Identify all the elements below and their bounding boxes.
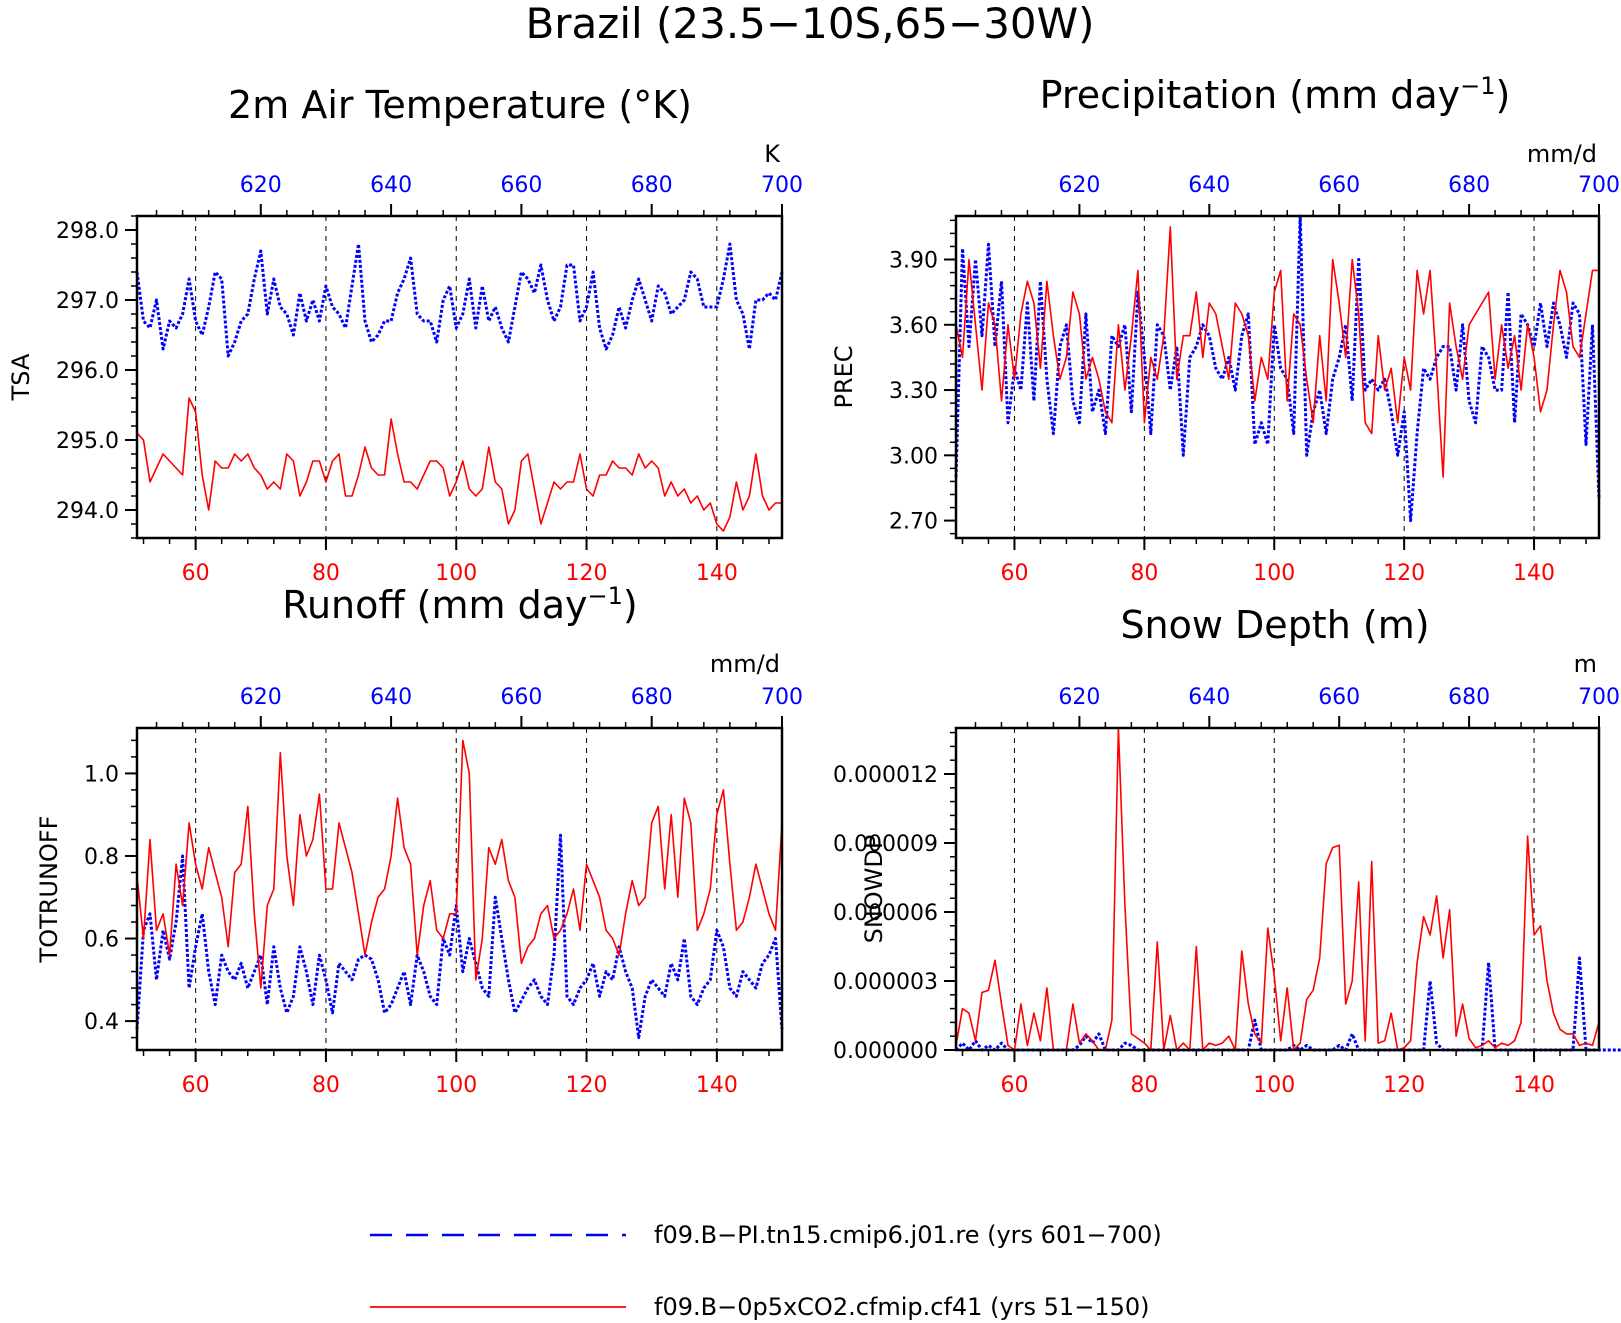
y-tick-label: 3.30 <box>889 379 938 404</box>
unit-label: m <box>1574 650 1597 678</box>
plot-frame <box>135 214 784 540</box>
y-tick-label: 2.70 <box>889 510 938 535</box>
x-tick-label-top: 700 <box>1578 173 1620 198</box>
y-tick-label: 0.000006 <box>833 901 938 926</box>
series-line-red <box>136 397 782 532</box>
series-line-red <box>136 739 783 989</box>
x-tick-label-bottom: 60 <box>182 561 210 586</box>
y-tick-label: 0.6 <box>84 928 119 953</box>
legend-label-blue: f09.B−PI.tn15.cmip6.j01.re (yrs 601−700) <box>654 1221 1162 1249</box>
x-tick-label-bottom: 100 <box>435 1073 477 1098</box>
x-tick-label-top: 620 <box>240 173 282 198</box>
x-tick-label-bottom: 80 <box>1130 561 1158 586</box>
x-tick-label-top: 680 <box>1448 173 1490 198</box>
x-tick-label-top: 700 <box>761 685 803 710</box>
x-tick-label-top: 660 <box>500 685 542 710</box>
x-tick-label-bottom: 80 <box>312 561 340 586</box>
y-tick-label: 295.0 <box>56 429 119 454</box>
plot-frame <box>954 726 1601 1052</box>
legend-label-red: f09.B−0p5xCO2.cfmip.cf41 (yrs 51−150) <box>654 1293 1149 1321</box>
x-tick-label-bottom: 80 <box>312 1073 340 1098</box>
x-tick-label-top: 660 <box>1318 173 1360 198</box>
x-tick-label-top: 660 <box>1318 685 1360 710</box>
y-axis-label: SNOWDP <box>860 835 888 944</box>
plot-frame <box>954 214 1601 540</box>
series-line-blue <box>135 242 784 358</box>
x-tick-label-bottom: 60 <box>1000 561 1028 586</box>
x-tick-label-top: 680 <box>631 685 673 710</box>
y-axis-label: PREC <box>830 345 858 408</box>
panel-title: Runoff (mm day−1) <box>282 582 637 627</box>
y-tick-label: 294.0 <box>56 499 119 524</box>
x-tick-label-bottom: 100 <box>1253 561 1295 586</box>
panel-precipitation: Precipitation (mm day−1) mm/d PREC 2.70 3.00… <box>830 72 1620 586</box>
y-tick-label: 298.0 <box>56 219 119 244</box>
y-tick-label: 0.000000 <box>833 1039 938 1064</box>
y-tick-label: 3.90 <box>889 249 938 274</box>
x-tick-label-top: 620 <box>1058 685 1100 710</box>
x-tick-label-bottom: 100 <box>435 561 477 586</box>
y-tick-label: 0.8 <box>84 845 119 870</box>
x-tick-label-top: 640 <box>1188 685 1230 710</box>
x-tick-label-bottom: 120 <box>1383 561 1425 586</box>
panel-title: Precipitation (mm day−1) <box>1040 72 1511 117</box>
unit-label: K <box>764 140 781 168</box>
series-line-blue <box>954 214 1601 523</box>
x-tick-label-bottom: 60 <box>182 1073 210 1098</box>
series-line-red <box>955 226 1599 478</box>
series-line-blue <box>135 833 784 1040</box>
x-tick-label-bottom: 140 <box>1513 1073 1555 1098</box>
x-tick-label-bottom: 140 <box>1513 561 1555 586</box>
x-tick-label-bottom: 100 <box>1253 1073 1295 1098</box>
x-tick-label-top: 700 <box>761 173 803 198</box>
panel-temperature: 2m Air Temperature (°K) K TSA 294.0 295.0 296… <box>7 83 803 586</box>
y-tick-label: 3.00 <box>889 444 938 469</box>
x-tick-label-top: 640 <box>370 685 412 710</box>
x-tick-label-bottom: 140 <box>696 561 738 586</box>
x-tick-label-top: 680 <box>631 173 673 198</box>
y-tick-label: 1.0 <box>84 762 119 787</box>
x-tick-label-bottom: 140 <box>696 1073 738 1098</box>
unit-label: mm/d <box>1527 140 1597 168</box>
x-tick-label-top: 680 <box>1448 685 1490 710</box>
x-tick-label-top: 700 <box>1578 685 1620 710</box>
y-axis-label: TSA <box>7 353 35 401</box>
x-tick-label-top: 640 <box>370 173 412 198</box>
y-tick-label: 296.0 <box>56 359 119 384</box>
x-tick-label-bottom: 80 <box>1130 1073 1158 1098</box>
x-tick-label-top: 640 <box>1188 173 1230 198</box>
x-tick-label-top: 620 <box>240 685 282 710</box>
unit-label: mm/d <box>710 650 780 678</box>
x-tick-label-bottom: 120 <box>1383 1073 1425 1098</box>
y-tick-label: 0.000009 <box>833 832 938 857</box>
x-tick-label-top: 620 <box>1058 173 1100 198</box>
series-line-red <box>955 727 1600 1051</box>
main-title: Brazil (23.5−10S,65−30W) <box>525 0 1094 48</box>
x-tick-label-top: 660 <box>500 173 542 198</box>
y-tick-label: 297.0 <box>56 289 119 314</box>
y-tick-label: 0.000003 <box>833 970 938 995</box>
panel-title: Snow Depth (m) <box>1120 603 1429 647</box>
y-tick-label: 0.000012 <box>833 763 938 788</box>
panel-runoff: Runoff (mm day−1) mm/d TOTRUNOFF 0.4 0.6 0.8 1… <box>35 582 803 1098</box>
x-tick-label-bottom: 120 <box>566 561 608 586</box>
legend: f09.B−PI.tn15.cmip6.j01.re (yrs 601−700)… <box>370 1221 1162 1321</box>
y-axis-label: TOTRUNOFF <box>35 816 63 964</box>
y-tick-label: 0.4 <box>84 1010 119 1035</box>
x-tick-label-bottom: 120 <box>566 1073 608 1098</box>
panel-title: 2m Air Temperature (°K) <box>228 83 692 127</box>
panel-snow-depth: Snow Depth (m) m SNOWDP 0.000000 0.000003 0.0… <box>833 603 1621 1098</box>
x-tick-label-bottom: 60 <box>1000 1073 1028 1098</box>
y-tick-label: 3.60 <box>889 314 938 339</box>
